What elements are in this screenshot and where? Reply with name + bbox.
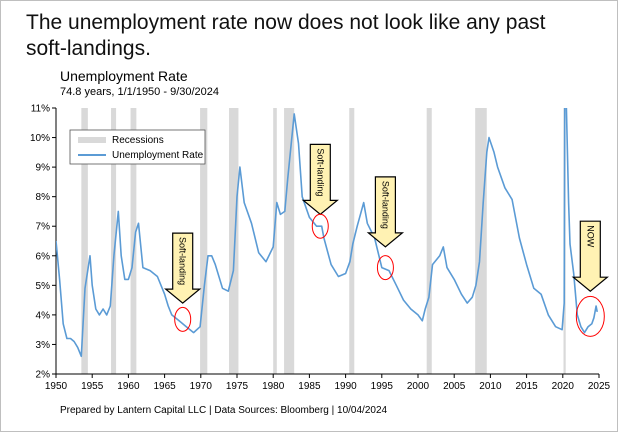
y-tick-label: 4% xyxy=(36,310,51,321)
legend-swatch-recessions xyxy=(78,137,106,143)
annotation-arrow xyxy=(571,220,609,292)
x-tick-label: 1970 xyxy=(190,381,213,392)
x-tick-label: 1975 xyxy=(226,381,249,392)
annotation-arrow xyxy=(366,176,405,248)
legend-label-unemployment-rate: Unemployment Rate xyxy=(112,150,204,161)
recession-band xyxy=(111,108,117,374)
legend-box xyxy=(69,129,206,165)
chart-subtitle: 74.8 years, 1/1/1950 - 9/30/2024 xyxy=(60,86,220,98)
x-tick-label: 2025 xyxy=(588,381,611,392)
annotations: Soft-landing Soft-landing Soft-landing NOW xyxy=(164,143,609,337)
annotation-circle xyxy=(575,295,605,337)
annotation-label: NOW xyxy=(585,225,595,248)
unemployment-rate-line xyxy=(56,108,598,358)
y-tick-label: 9% xyxy=(36,163,51,174)
x-tick-label: 2015 xyxy=(515,381,538,392)
chart-title: Unemployment Rate xyxy=(60,68,188,84)
x-tick-label: 2005 xyxy=(443,381,466,392)
legend: Recessions Unemployment Rate xyxy=(69,129,206,165)
recession-band xyxy=(284,108,295,374)
x-tick-label: 1980 xyxy=(262,381,285,392)
x-tick-label: 1950 xyxy=(45,381,68,392)
recession-band xyxy=(273,108,277,374)
y-tick-label: 11% xyxy=(31,104,50,115)
x-tick-label: 1965 xyxy=(153,381,176,392)
x-tick-label: 1960 xyxy=(117,381,140,392)
x-tick-label: 1995 xyxy=(371,381,394,392)
y-tick-label: 7% xyxy=(36,222,51,233)
x-tick-label: 2020 xyxy=(552,381,575,392)
x-tick-label: 1985 xyxy=(298,381,321,392)
legend-label-recessions: Recessions xyxy=(112,135,164,146)
recession-band xyxy=(349,108,355,374)
recession-band xyxy=(81,108,88,374)
series-unemployment-rate xyxy=(56,108,598,358)
x-tick-label: 2010 xyxy=(479,381,502,392)
x-tick-label: 1955 xyxy=(81,381,104,392)
y-tick-label: 8% xyxy=(36,192,51,203)
y-tick-label: 2% xyxy=(36,370,51,381)
annotation-label: Soft-landing xyxy=(380,181,390,229)
y-tick-label: 5% xyxy=(36,281,51,292)
annotation-label: Soft-landing xyxy=(178,237,188,285)
recession-band xyxy=(426,108,432,374)
x-tick-label: 2000 xyxy=(407,381,430,392)
annotation-arrow xyxy=(164,232,202,304)
y-tick-label: 6% xyxy=(36,251,51,262)
annotation-circle xyxy=(311,213,329,239)
annotation-circle xyxy=(174,306,192,332)
recession-band xyxy=(229,108,239,374)
recession-band xyxy=(130,108,137,374)
headline: The unemployment rate now does not look … xyxy=(26,11,546,60)
recession-band xyxy=(200,108,208,374)
x-tick-label: 1990 xyxy=(334,381,357,392)
annotation-arrow xyxy=(301,143,339,216)
y-tick-label: 3% xyxy=(36,340,51,351)
y-tick-label: 10% xyxy=(30,133,50,144)
annotation-label: Soft-landing xyxy=(315,148,325,196)
annotation-circle xyxy=(376,255,394,281)
footer-source: Prepared by Lantern Capital LLC | Data S… xyxy=(60,405,388,416)
